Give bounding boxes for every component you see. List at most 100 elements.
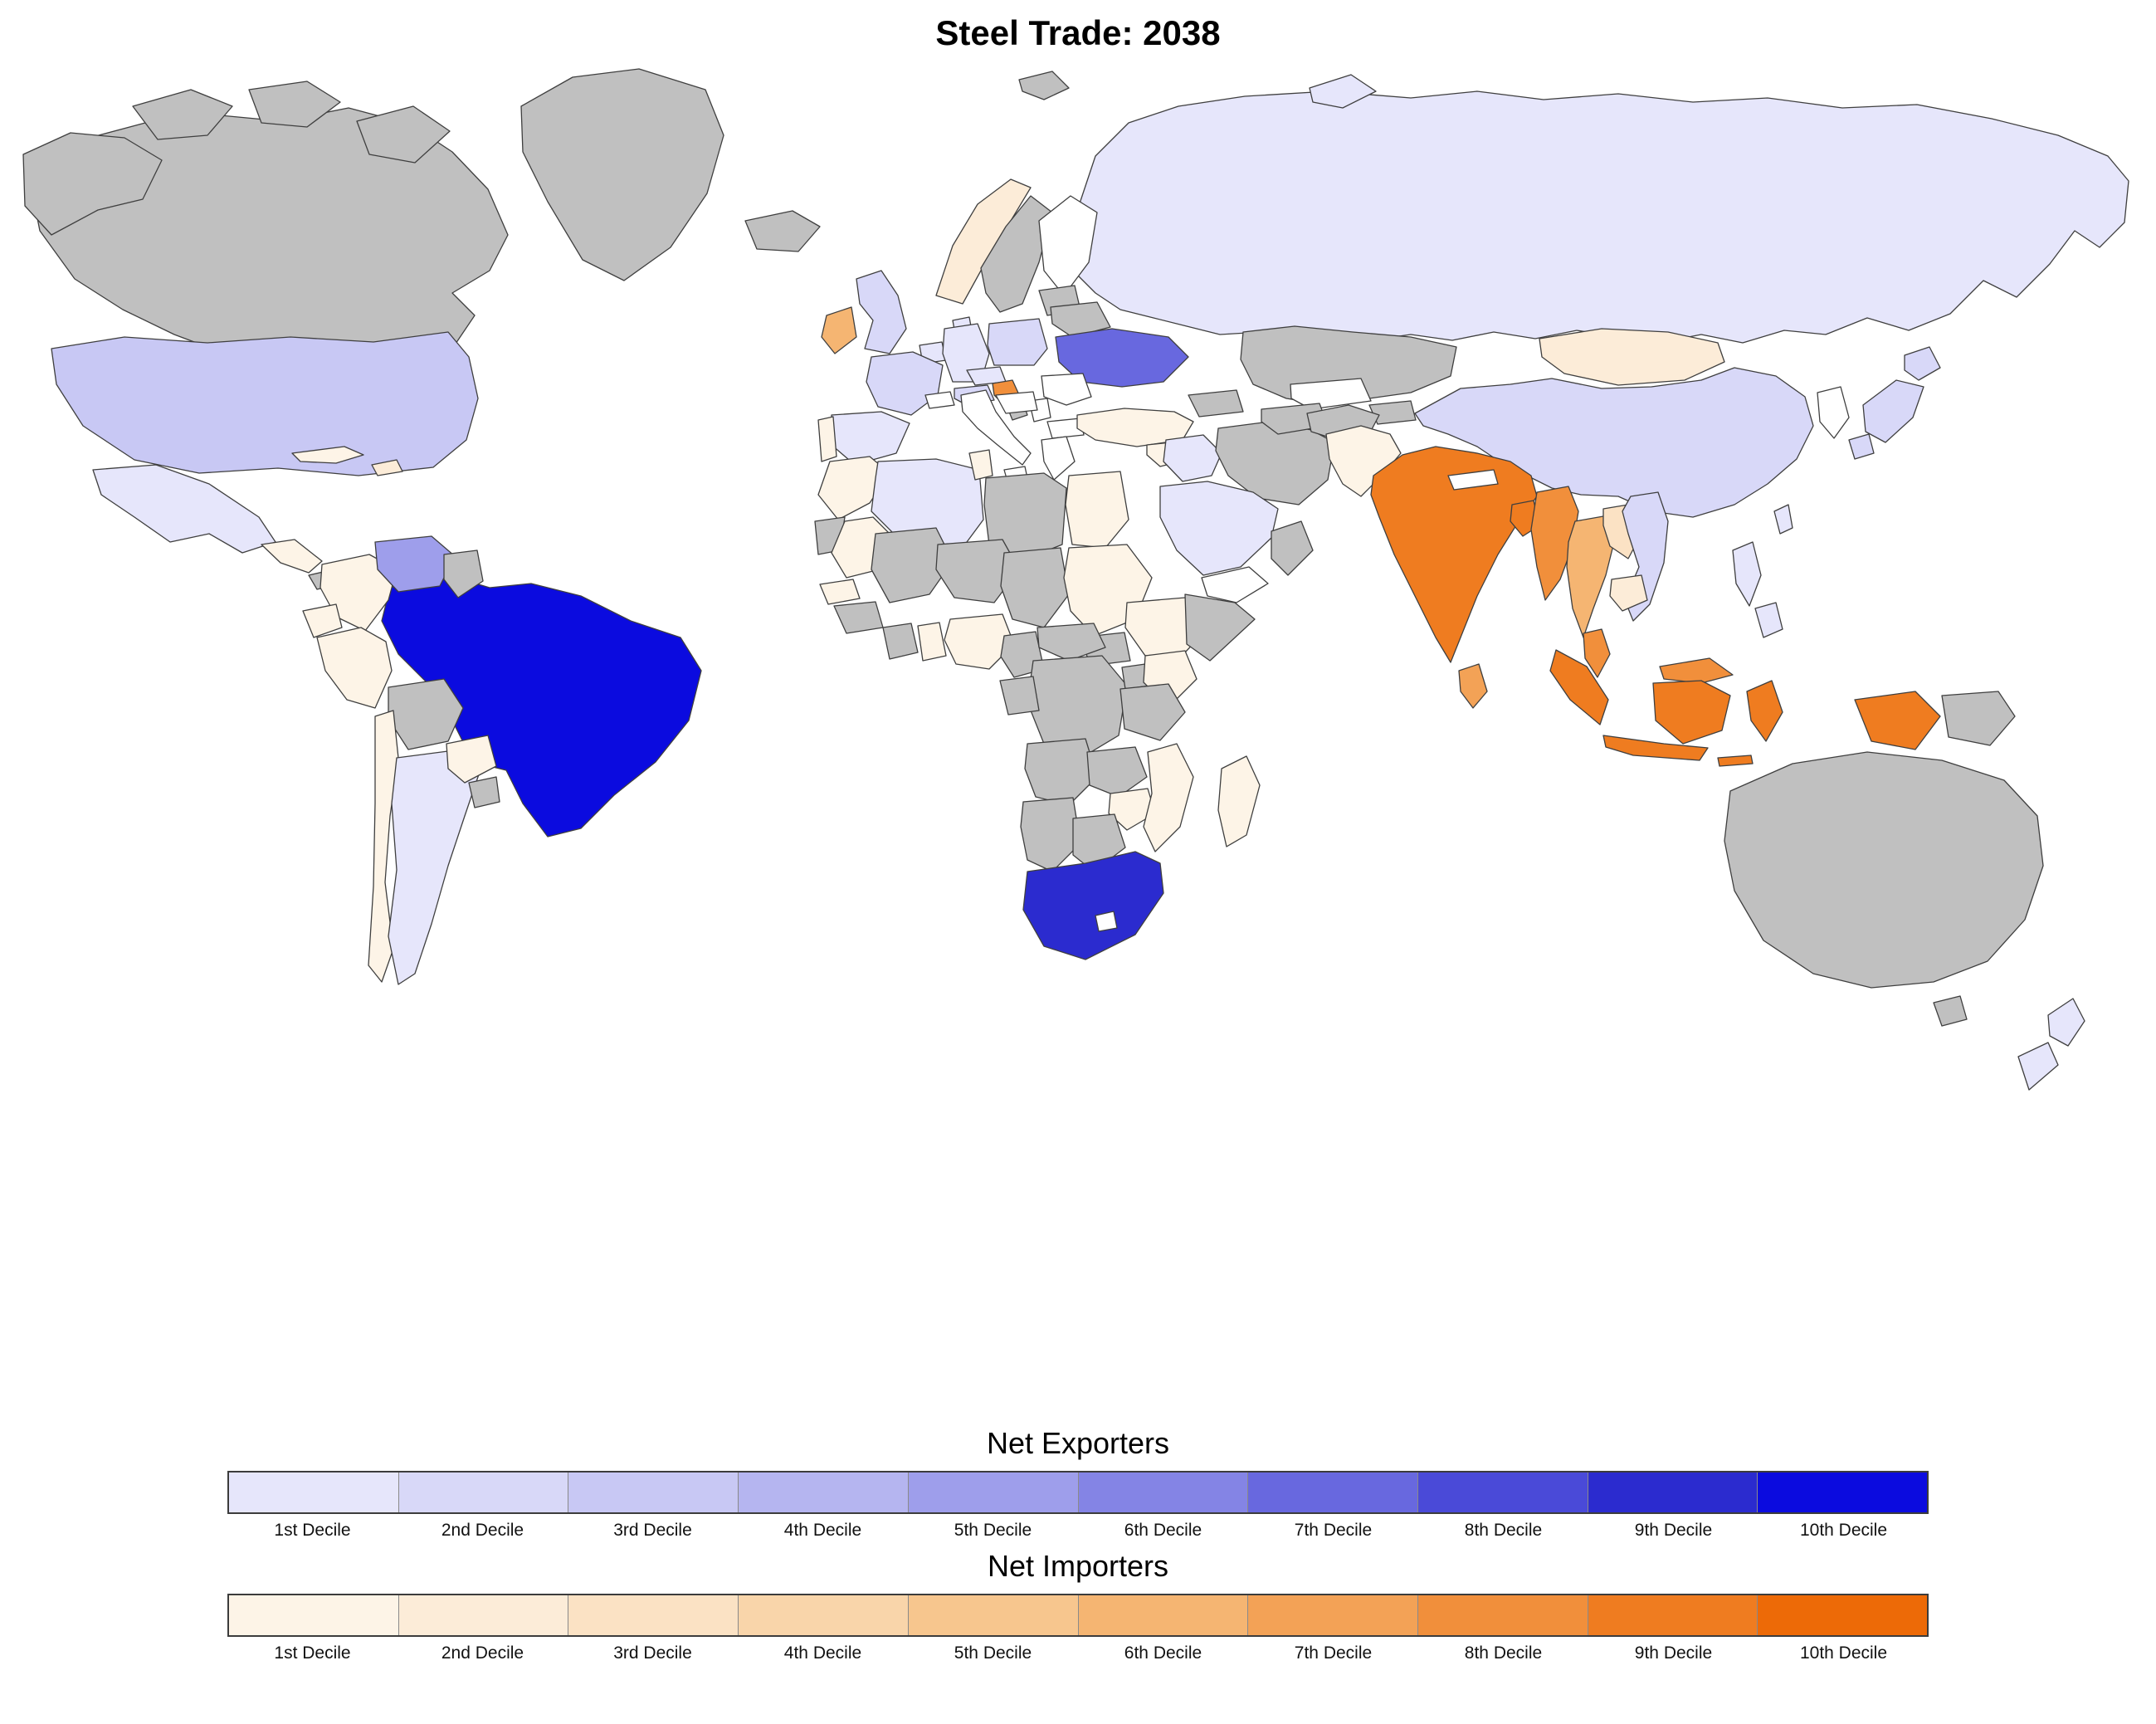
country-indonesia [1717, 755, 1754, 767]
country-chad [1000, 547, 1070, 628]
country-italy [960, 389, 1032, 466]
legend-swatch-exporters-7 [1247, 1472, 1417, 1512]
country-nepal [1447, 469, 1499, 491]
country-png [1941, 691, 2016, 746]
country-bulgaria [1046, 418, 1085, 439]
legend-swatch-importers-7 [1247, 1595, 1417, 1635]
country-iceland [744, 210, 821, 252]
legend-label-importers-6: 6th Decile [1124, 1643, 1202, 1663]
country-australia [1724, 751, 2044, 989]
country-indonesia [1746, 680, 1783, 742]
country-japan [1848, 433, 1875, 460]
country-new-zealand [2047, 998, 2085, 1047]
country-tanzania [1119, 683, 1186, 741]
country-iraq [1163, 434, 1222, 482]
country-gabon-congo [999, 676, 1040, 715]
country-russia [1309, 74, 1377, 109]
world-map-container [0, 56, 2156, 1418]
country-senegal [819, 579, 861, 605]
legend-swatch-importers-5 [907, 1595, 1078, 1635]
country-philippines [1754, 602, 1783, 638]
country-malaysia [1583, 628, 1611, 678]
country-uk [856, 270, 907, 354]
legend-swatch-exporters-8 [1417, 1472, 1588, 1512]
exporters-legend-labels: 1st Decile 2nd Decile 3rd Decile 4th Decile… [227, 1521, 1929, 1541]
country-australia [1933, 995, 1968, 1027]
country-somalia [1184, 593, 1256, 662]
legend-label-exporters-10: 10th Decile [1799, 1521, 1888, 1540]
country-romania [1041, 373, 1092, 406]
country-indonesia [1602, 735, 1709, 761]
country-peru [316, 627, 393, 709]
legend-label-exporters-5: 5th Decile [954, 1521, 1032, 1540]
country-morocco [817, 456, 890, 520]
page-title: Steel Trade: 2038 [935, 13, 1221, 52]
country-hungary [995, 391, 1038, 414]
exporters-legend-title: Net Exporters [986, 1426, 1170, 1460]
legend-swatch-exporters-2 [398, 1472, 568, 1512]
legend-swatch-exporters-3 [568, 1472, 739, 1512]
importers-legend: Net Importers 1st Decile 2nd Decile 3rd De… [227, 1549, 1929, 1663]
legend-label-exporters-6: 6th Decile [1124, 1521, 1202, 1540]
country-ghana [917, 622, 947, 662]
legend-label-importers-5: 5th Decile [954, 1643, 1032, 1663]
country-zimbabwe [1108, 788, 1156, 831]
country-korea [1817, 386, 1850, 439]
country-japan [1904, 346, 1941, 381]
world-map [22, 68, 2129, 1091]
legend-swatch-importers-1 [229, 1595, 398, 1635]
legend-label-exporters-8: 8th Decile [1464, 1521, 1543, 1540]
legend-label-importers-10: 10th Decile [1799, 1643, 1888, 1663]
legend-label-exporters-4: 4th Decile [783, 1521, 862, 1540]
country-philippines [1732, 541, 1762, 607]
legend-label-importers-7: 7th Decile [1294, 1643, 1373, 1663]
country-sweden [980, 195, 1053, 313]
country-taiwan [1773, 504, 1793, 535]
legend-swatch-importers-10 [1757, 1595, 1928, 1635]
country-south-africa [1022, 851, 1164, 960]
country-oman [1271, 520, 1314, 576]
country-cambodia [1609, 574, 1648, 612]
country-japan [1862, 379, 1924, 443]
country-usa [51, 331, 479, 476]
country-egypt [1065, 471, 1129, 549]
country-namibia [1020, 797, 1081, 872]
country-guyana [443, 549, 484, 598]
legend-label-exporters-9: 9th Decile [1634, 1521, 1713, 1540]
country-ukraine [1055, 328, 1189, 388]
country-canadian-arctic [248, 81, 341, 128]
country-portugal [817, 416, 837, 462]
country-saudi-arabia [1159, 481, 1279, 576]
country-niger [935, 539, 1020, 603]
country-central-america [261, 539, 323, 574]
country-ivory-coast [882, 623, 919, 660]
country-tunisia [968, 449, 993, 481]
country-canadian-arctic [132, 89, 233, 140]
country-alaska [22, 132, 163, 236]
importers-legend-bar [227, 1594, 1929, 1637]
country-angola [1024, 738, 1098, 806]
country-paraguay [446, 735, 497, 784]
legend-swatch-exporters-5 [907, 1472, 1078, 1512]
country-mali [871, 527, 954, 603]
country-canadian-arctic [356, 105, 451, 164]
legend-label-exporters-7: 7th Decile [1294, 1521, 1373, 1540]
country-poland [987, 318, 1048, 366]
country-caucasus [1188, 389, 1244, 418]
legend-label-importers-8: 8th Decile [1464, 1643, 1543, 1663]
country-ecuador [302, 603, 343, 638]
legend-label-importers-9: 9th Decile [1634, 1643, 1713, 1663]
country-argentina [388, 749, 480, 985]
importers-legend-title: Net Importers [987, 1549, 1169, 1583]
country-madagascar [1217, 755, 1261, 847]
legend-swatch-importers-8 [1417, 1595, 1588, 1635]
country-hispaniola [371, 459, 403, 476]
country-uruguay [468, 776, 500, 808]
country-guinea [833, 601, 884, 634]
legend-swatch-exporters-9 [1587, 1472, 1758, 1512]
country-myanmar [1530, 486, 1579, 601]
country-finland [1038, 195, 1098, 296]
country-indonesia [1652, 680, 1731, 745]
country-switzerland [924, 391, 955, 409]
legend-swatch-importers-9 [1587, 1595, 1758, 1635]
